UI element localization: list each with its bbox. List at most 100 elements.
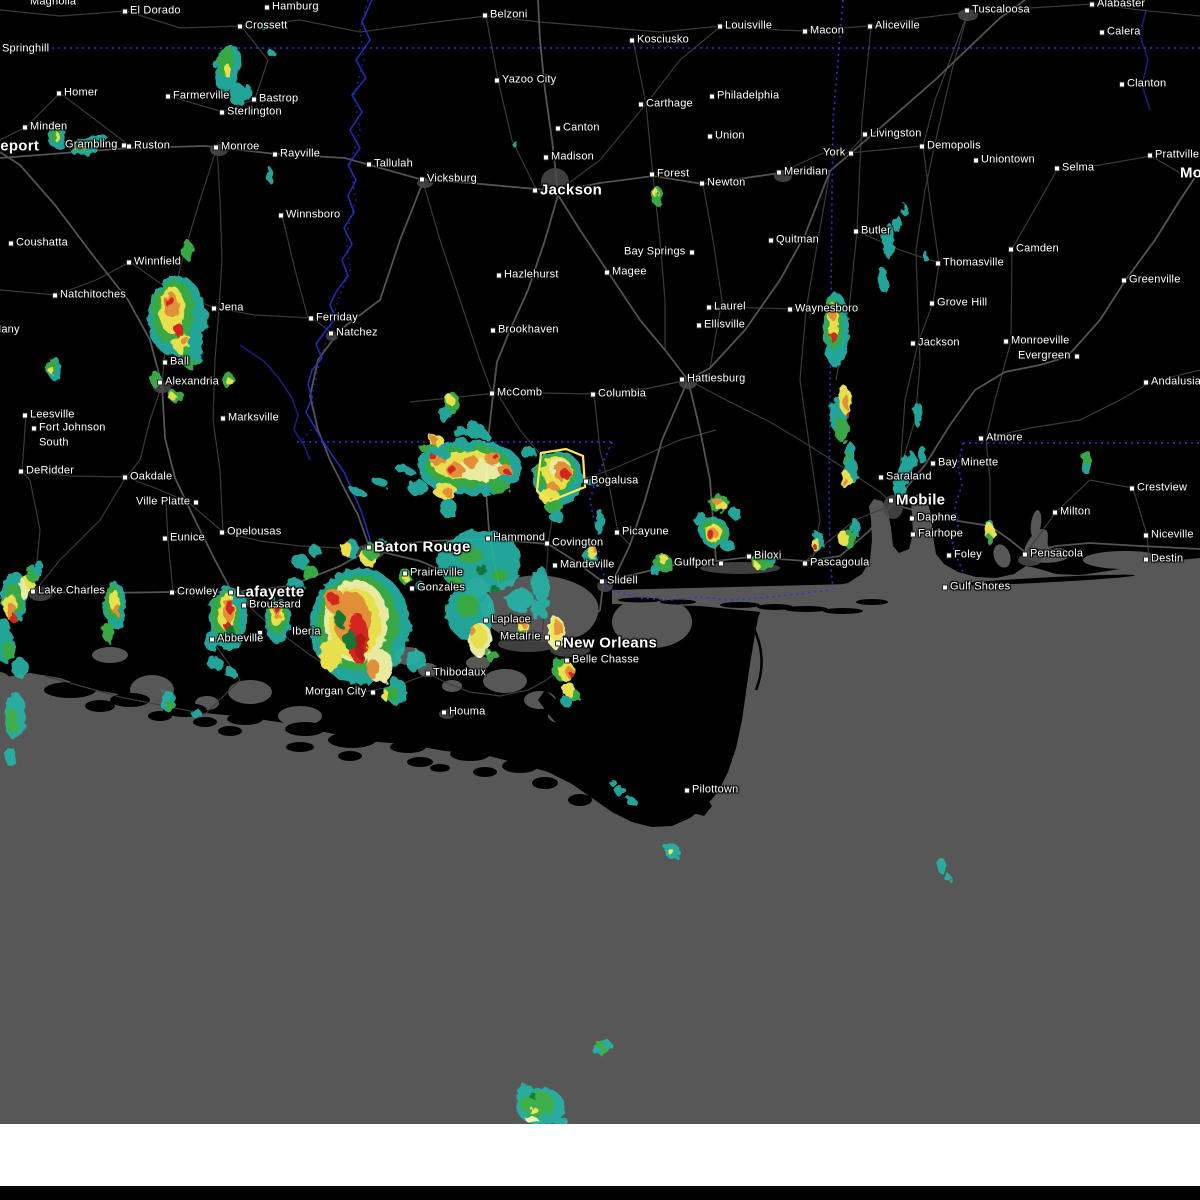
radar-cell xyxy=(428,445,452,459)
radar-cell xyxy=(289,578,303,592)
radar-cell xyxy=(226,624,234,636)
radar-cell xyxy=(707,531,715,539)
radar-cell xyxy=(244,85,252,99)
radar-cell xyxy=(549,510,563,522)
map-canvas xyxy=(0,0,1200,1124)
radar-cell xyxy=(729,507,741,519)
radar-cell xyxy=(592,546,596,552)
radar-cell xyxy=(197,308,209,328)
radar-cell xyxy=(318,641,342,671)
radar-cell xyxy=(49,366,53,374)
radar-cell xyxy=(403,574,409,582)
radar-cell xyxy=(370,476,390,488)
radar-cell xyxy=(469,424,491,440)
radar-cell xyxy=(520,446,536,458)
radar-cell xyxy=(189,326,203,362)
radar-cell xyxy=(594,1048,602,1056)
radar-cell xyxy=(561,470,571,480)
radar-cell xyxy=(835,418,849,442)
radar-cell xyxy=(570,690,580,702)
radar-cell xyxy=(5,746,15,766)
radar-cell xyxy=(529,1108,539,1114)
radar-cell xyxy=(938,858,946,874)
radar-cell xyxy=(292,553,308,569)
marsh-and-delta xyxy=(44,574,1135,817)
radar-cell xyxy=(945,874,951,882)
radar-cell xyxy=(446,395,454,405)
radar-map[interactable]: Magnolia El Dorado Hamburg Crossett Springhi… xyxy=(0,0,1200,1124)
radar-cell xyxy=(458,547,482,563)
radar-cell xyxy=(626,797,636,805)
radar-cell xyxy=(918,446,926,464)
radar-cell xyxy=(335,612,345,628)
radar-cell xyxy=(268,51,276,57)
radar-cell xyxy=(882,222,894,258)
radar-cell xyxy=(94,135,108,145)
radar-cell xyxy=(596,509,604,535)
rivers xyxy=(239,0,1151,548)
radar-cell xyxy=(570,672,574,678)
radar-cell xyxy=(517,1084,533,1096)
radar-cell xyxy=(6,709,18,733)
radar-cell xyxy=(224,63,230,77)
radar-cell xyxy=(448,466,456,474)
radar-cell xyxy=(851,520,861,536)
radar-cell xyxy=(586,477,598,487)
radar-cell xyxy=(893,215,901,233)
radar-cell xyxy=(54,132,60,142)
severe-thunderstorm-warning-polygon[interactable] xyxy=(535,447,587,503)
radar-cell xyxy=(32,560,44,576)
radar-cell xyxy=(845,410,849,418)
radar-cell xyxy=(541,578,549,606)
radar-cell xyxy=(693,512,707,526)
radar-cell xyxy=(712,497,722,505)
radar-cell xyxy=(328,592,338,604)
radar-cell xyxy=(469,626,475,636)
radar-cell xyxy=(525,1116,537,1122)
radar-cell xyxy=(506,588,534,612)
radar-cell xyxy=(276,607,280,615)
radar-cell xyxy=(302,565,318,581)
radar-cell xyxy=(191,708,201,718)
radar-cell xyxy=(232,592,248,608)
radar-cell xyxy=(74,143,86,151)
radar-cell xyxy=(262,25,268,31)
radar-cell xyxy=(344,630,356,650)
radar-cell xyxy=(1082,462,1090,474)
radar-cell xyxy=(267,167,273,183)
radar-cell xyxy=(225,668,237,678)
bottom-bar xyxy=(0,1186,1200,1200)
radar-cell xyxy=(660,555,668,565)
radar-cell xyxy=(490,586,500,594)
radar-cell xyxy=(843,478,847,486)
radar-cell xyxy=(552,1117,568,1124)
radar-cell xyxy=(456,594,480,618)
radar-cell xyxy=(166,296,174,308)
radar-cell xyxy=(668,849,674,855)
radar-cell xyxy=(227,378,233,386)
radar-cell xyxy=(609,780,617,786)
radar-cell xyxy=(367,659,379,679)
radar-cell xyxy=(529,1093,537,1099)
radar-cell xyxy=(415,581,425,591)
radar-cell xyxy=(376,539,388,551)
radar-cell xyxy=(439,407,451,423)
radar-cell xyxy=(453,438,471,452)
radar-cell xyxy=(721,540,735,552)
radar-cell xyxy=(102,622,114,642)
radar-cell xyxy=(544,499,562,513)
radar-cell xyxy=(440,498,456,518)
radar-cell xyxy=(175,323,183,337)
radar-cell xyxy=(614,786,626,796)
radar-cell xyxy=(521,622,527,628)
radar-cell xyxy=(443,488,453,496)
highway-network xyxy=(0,0,1200,638)
radar-cell xyxy=(490,481,510,493)
radar-cell xyxy=(923,252,929,262)
radar-precipitation-layer xyxy=(0,25,1091,1124)
radar-cell xyxy=(448,575,462,585)
radar-cell xyxy=(603,1040,611,1048)
radar-cell xyxy=(393,464,417,476)
radar-cell xyxy=(180,335,188,345)
